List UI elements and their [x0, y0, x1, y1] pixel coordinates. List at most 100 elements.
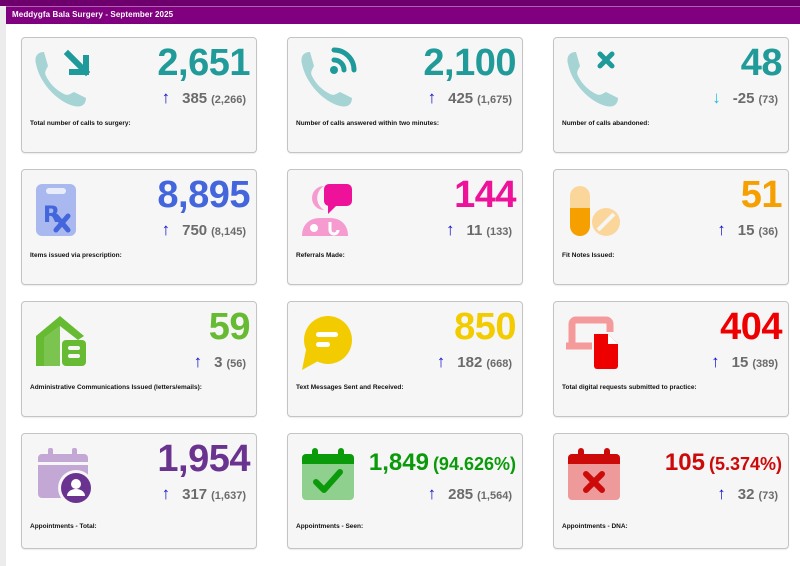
doctor-chat-icon — [296, 178, 362, 240]
metric-value: 59 — [208, 306, 251, 348]
metric-change: ↑ 32 (73) — [717, 484, 778, 504]
metric-label: Fit Notes Issued: — [562, 252, 615, 259]
arrow-up-icon: ↑ — [161, 220, 171, 239]
card-admin-comms: 59 ↑ 3 (56) Administrative Communication… — [21, 301, 257, 417]
arrow-up-icon: ↑ — [445, 220, 455, 239]
top-window-bar — [0, 0, 800, 6]
metric-change: ↑ 15 (389) — [711, 352, 778, 372]
metric-change: ↑ 3 (56) — [194, 352, 246, 372]
metric-change: ↑ 385 (2,266) — [162, 88, 246, 108]
metric-change: ↑ 317 (1,637) — [162, 484, 246, 504]
arrow-up-icon: ↑ — [161, 484, 171, 503]
metric-label: Administrative Communications Issued (le… — [30, 384, 202, 391]
calendar-check-icon — [296, 442, 362, 504]
digital-request-icon — [562, 310, 628, 372]
card-calls-answered: 2,100 ↑ 425 (1,675) Number of calls answ… — [287, 37, 523, 153]
metric-label: Text Messages Sent and Received: — [296, 384, 404, 391]
card-appointments-dna: 105 (5.374%) ↑ 32 (73) Appointments - DNA… — [553, 433, 789, 549]
previous-value: (1,637) — [211, 490, 246, 502]
change-value: 750 — [182, 222, 208, 239]
prescription-clipboard-icon: R — [30, 178, 96, 240]
card-prescriptions: R 8,895 ↑ 750 (8,145) Items issued via p… — [21, 169, 257, 285]
arrow-down-icon: ↓ — [712, 88, 721, 107]
change-value: 15 — [731, 354, 749, 371]
change-value: 317 — [182, 486, 208, 503]
calendar-user-icon — [30, 442, 96, 504]
metric-value: 850 — [454, 306, 516, 348]
change-value: -25 — [732, 90, 755, 107]
previous-value: (8,145) — [211, 226, 246, 238]
card-calls-total: 2,651 ↑ 385 (2,266) Total number of call… — [21, 37, 257, 153]
card-fit-notes: 51 ↑ 15 (36) Fit Notes Issued: — [553, 169, 789, 285]
card-digital-requests: 404 ↑ 15 (389) Total digital requests su… — [553, 301, 789, 417]
previous-value: (2,266) — [211, 94, 246, 106]
appointments-dna-count: 105 — [664, 449, 705, 476]
card-text-messages: 850 ↑ 182 (668) Text Messages Sent and R… — [287, 301, 523, 417]
arrow-up-icon: ↑ — [711, 352, 720, 371]
metric-value: 2,100 — [423, 42, 516, 84]
page-title: Meddygfa Bala Surgery - September 2025 — [12, 10, 174, 19]
previous-value: (36) — [758, 226, 778, 238]
change-value: 11 — [466, 222, 483, 239]
metric-change: ↑ 182 (668) — [437, 352, 512, 372]
metric-change: ↑ 425 (1,675) — [428, 88, 512, 108]
metric-value: 8,895 — [157, 174, 250, 216]
calendar-x-icon — [562, 442, 628, 504]
metric-value: 51 — [740, 174, 783, 216]
card-referrals: 144 ↑ 11 (133) Referrals Made: — [287, 169, 523, 285]
metric-value: 404 — [720, 306, 782, 348]
change-value: 32 — [737, 486, 755, 503]
previous-value: (73) — [758, 94, 778, 106]
previous-value: (73) — [758, 490, 778, 502]
previous-value: (1,675) — [477, 94, 512, 106]
metric-value: 48 — [740, 42, 783, 84]
previous-value: (133) — [486, 226, 512, 238]
arrow-up-icon: ↑ — [717, 220, 726, 239]
metric-change: ↑ 11 (133) — [446, 220, 512, 240]
phone-incoming-icon — [30, 46, 96, 108]
change-value: 425 — [448, 90, 474, 107]
arrow-up-icon: ↑ — [427, 88, 437, 107]
svg-text:R: R — [43, 203, 60, 228]
previous-value: (1,564) — [477, 490, 512, 502]
card-appointments-seen: 1,849 (94.626%) ↑ 285 (1,564) Appointment… — [287, 433, 523, 549]
change-value: 3 — [214, 354, 223, 371]
card-appointments-total: 1,954 ↑ 317 (1,637) Appointments - Total… — [21, 433, 257, 549]
arrow-up-icon: ↑ — [717, 484, 726, 503]
metric-change: ↑ 15 (36) — [717, 220, 778, 240]
phone-missed-icon — [562, 46, 628, 108]
metric-value: 105 (5.374%) — [665, 448, 782, 479]
metric-label: Number of calls answered within two minu… — [296, 120, 440, 127]
metric-value: 2,651 — [157, 42, 250, 84]
phone-wifi-icon — [296, 46, 362, 108]
metric-label: Appointments - DNA: — [562, 523, 628, 530]
metric-change: ↑ 285 (1,564) — [428, 484, 512, 504]
metric-label: Appointments - Seen: — [296, 523, 364, 530]
pills-icon — [562, 178, 628, 240]
chat-bubble-icon — [296, 310, 362, 372]
metric-label: Appointments - Total: — [30, 523, 97, 530]
metric-label: Total digital requests submitted to prac… — [562, 384, 697, 391]
left-margin-strip — [0, 0, 6, 566]
metric-change: ↓ -25 (73) — [712, 88, 778, 108]
previous-value: (668) — [486, 358, 512, 370]
metric-label: Number of calls abandoned: — [562, 120, 650, 127]
metric-change: ↑ 750 (8,145) — [162, 220, 246, 240]
change-value: 182 — [457, 354, 483, 371]
change-value: 15 — [737, 222, 755, 239]
appointments-dna-percent: (5.374%) — [708, 454, 782, 474]
change-value: 385 — [182, 90, 208, 107]
arrow-up-icon: ↑ — [427, 484, 437, 503]
metric-label: Total number of calls to surgery: — [30, 120, 131, 127]
previous-value: (389) — [752, 358, 778, 370]
metric-label: Referrals Made: — [296, 252, 345, 259]
home-mail-icon — [30, 310, 96, 372]
arrow-up-icon: ↑ — [161, 88, 171, 107]
header-bar: Meddygfa Bala Surgery - September 2025 — [6, 6, 800, 24]
metric-value: 1,954 — [157, 438, 250, 480]
card-calls-abandoned: 48 ↓ -25 (73) Number of calls abandoned: — [553, 37, 789, 153]
change-value: 285 — [448, 486, 474, 503]
metric-label: Items issued via prescription: — [30, 252, 122, 259]
metric-value: 1,849 (94.626%) — [369, 448, 516, 479]
appointments-seen-count: 1,849 — [368, 449, 429, 476]
